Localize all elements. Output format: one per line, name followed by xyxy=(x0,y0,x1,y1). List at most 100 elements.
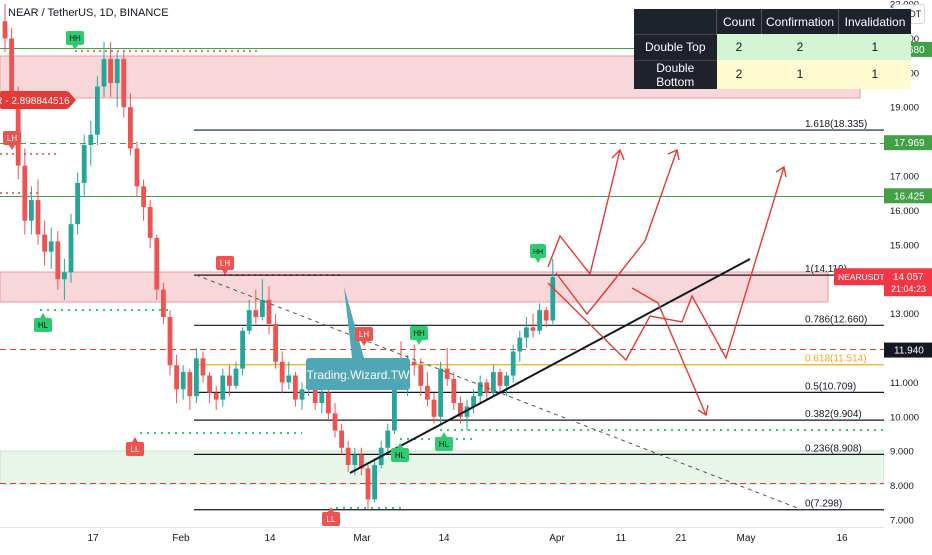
candle xyxy=(220,368,226,407)
x-tick-label: Apr xyxy=(549,533,565,544)
projection-path-2[interactable] xyxy=(555,149,678,316)
candle xyxy=(464,399,470,431)
x-tick-label: 16 xyxy=(836,533,848,544)
fib-label: 0.382(9.904) xyxy=(805,409,862,420)
candle xyxy=(504,372,509,397)
table-row: Double Bottom 2 1 1 xyxy=(634,59,912,89)
candle xyxy=(471,389,476,414)
price-tag: 17.969 xyxy=(884,135,932,151)
svg-text:LH: LH xyxy=(359,330,369,339)
svg-text:LH: LH xyxy=(7,134,17,143)
candle xyxy=(35,179,41,245)
candle xyxy=(246,299,252,335)
projection-path-1[interactable] xyxy=(547,149,621,276)
candle xyxy=(180,365,186,400)
table-header-count: Count xyxy=(716,9,762,34)
candle-countdown: 21:04:23 xyxy=(891,284,926,294)
pivot-hh-3: HH xyxy=(530,244,546,263)
rr-label-box xyxy=(0,91,68,109)
pivot-lh-1: LH xyxy=(3,131,21,150)
candle xyxy=(200,351,206,383)
projection-path-4[interactable] xyxy=(631,287,707,416)
y-tick-label: 8.000 xyxy=(890,481,914,492)
time-axis[interactable]: 17 Feb 14 Mar 14 Apr 11 21 May 16 xyxy=(0,527,884,545)
table-header-blank xyxy=(634,9,717,34)
candle xyxy=(550,258,556,324)
candle xyxy=(240,327,245,376)
x-tick-label: 11 xyxy=(616,533,627,544)
price-tag: 11.940 xyxy=(884,342,932,358)
pivot-lh-2: LH xyxy=(216,256,234,275)
candle xyxy=(444,348,450,386)
cell-invalidation: 1 xyxy=(838,60,912,89)
candle xyxy=(48,227,54,269)
symbol-header: NEAR / TetherUS, 1D, BINANCE xyxy=(6,7,171,19)
candle xyxy=(273,313,278,369)
pivot-hl-1: HL xyxy=(34,313,52,332)
y-tick-label: 13.000 xyxy=(890,309,919,320)
candle xyxy=(372,458,377,503)
candles-group xyxy=(2,4,556,510)
cell-confirmation: 2 xyxy=(761,34,839,60)
ascending-trendline[interactable] xyxy=(349,258,751,474)
candle xyxy=(359,447,364,476)
candle xyxy=(101,41,107,97)
candle xyxy=(279,351,285,393)
svg-text:11.940: 11.940 xyxy=(894,346,924,357)
candle xyxy=(253,289,259,324)
candle xyxy=(458,396,463,424)
svg-text:16.425: 16.425 xyxy=(894,191,925,202)
svg-text:HH: HH xyxy=(413,329,425,338)
fib-label: 0.236(8.908) xyxy=(805,443,862,454)
candle xyxy=(29,186,34,235)
x-tick-label: 14 xyxy=(264,533,276,544)
candle xyxy=(161,282,166,324)
candle xyxy=(227,365,232,397)
fib-label: 1.618(18.335) xyxy=(805,119,867,130)
candle xyxy=(286,361,292,390)
candle xyxy=(134,141,140,197)
candle xyxy=(141,179,146,221)
x-tick-label: 21 xyxy=(675,533,687,544)
candle xyxy=(81,134,87,197)
candle xyxy=(326,385,331,421)
fib-label: 0.5(10.709) xyxy=(805,381,856,392)
y-tick-label: 16.000 xyxy=(890,206,919,217)
candle xyxy=(365,464,371,510)
candle xyxy=(477,375,483,404)
candle xyxy=(88,120,94,166)
candle xyxy=(194,348,199,404)
pivot-hh-2: HH xyxy=(410,326,428,345)
svg-text:17.969: 17.969 xyxy=(894,138,925,149)
table-row: Double Top 2 2 1 xyxy=(634,33,912,60)
projection-path-3[interactable] xyxy=(547,166,785,362)
row-label-double-top: Double Top xyxy=(634,33,717,60)
svg-text:HL: HL xyxy=(38,321,49,330)
x-tick-label: Mar xyxy=(353,533,371,544)
candle xyxy=(128,93,133,156)
row-label-double-bottom: Double Bottom xyxy=(634,59,717,89)
watermark-box xyxy=(306,358,410,390)
candle xyxy=(319,385,325,414)
pivot-hl-2: HL xyxy=(391,443,409,462)
candle xyxy=(425,372,430,407)
cell-confirmation: 1 xyxy=(761,60,839,89)
y-tick-label: 7.000 xyxy=(890,516,914,527)
candle xyxy=(339,423,344,455)
candle xyxy=(174,354,179,404)
svg-text:LH: LH xyxy=(220,259,230,268)
y-tick-label: 10.000 xyxy=(890,412,919,423)
candle xyxy=(517,330,523,362)
candle xyxy=(207,372,212,404)
y-tick-label: 15.000 xyxy=(890,240,919,251)
candle xyxy=(530,313,536,338)
candle xyxy=(121,52,127,118)
descending-trendline[interactable] xyxy=(195,274,801,510)
pattern-summary-table: Count Confirmation Invalidation Double T… xyxy=(634,9,912,89)
candle xyxy=(154,234,160,300)
candle xyxy=(260,279,265,321)
candle xyxy=(2,4,8,53)
